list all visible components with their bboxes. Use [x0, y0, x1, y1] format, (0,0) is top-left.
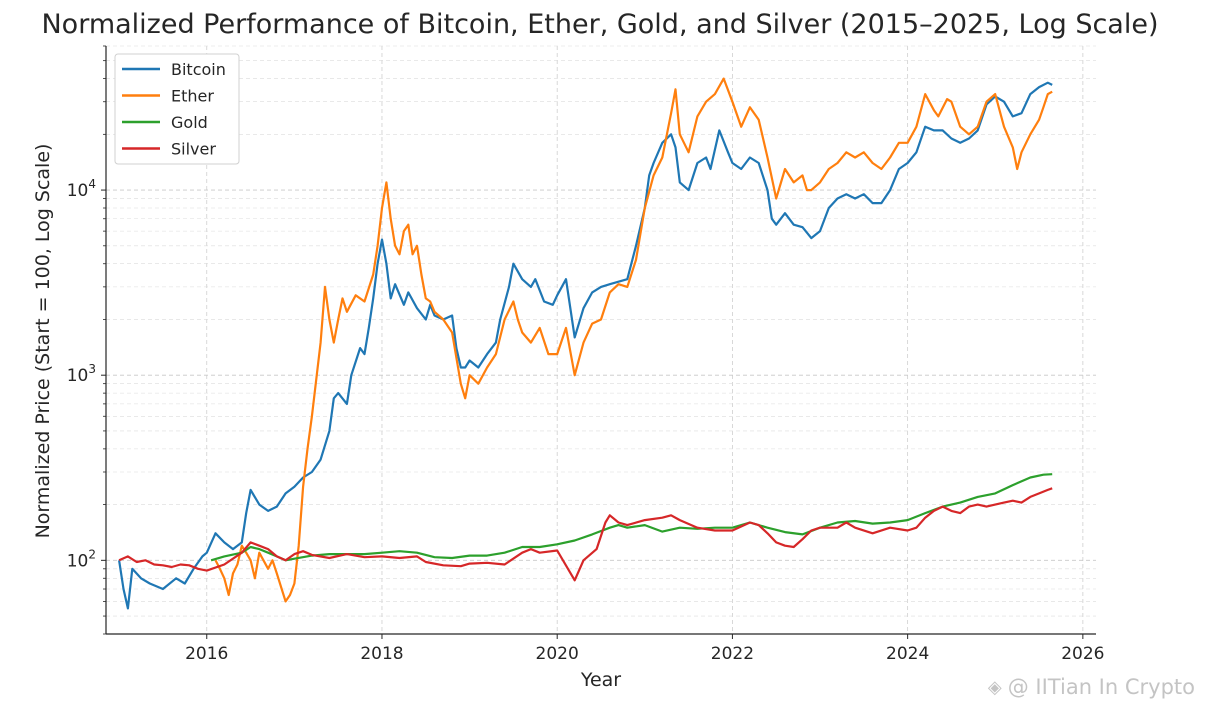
x-tick-label: 2026 [1061, 644, 1104, 664]
legend-label-bitcoin: Bitcoin [171, 60, 226, 79]
x-tick-label: 2022 [711, 644, 754, 664]
y-tick-label: 104 [67, 177, 96, 201]
x-tick-label: 2024 [886, 644, 929, 664]
y-tick-label: 103 [67, 362, 96, 386]
grid [106, 45, 1096, 635]
ticks: 2016 2018 2020 2022 2024 2026 102 103 104 [67, 45, 1104, 664]
watermark: ◈ @ IITian In Crypto [988, 675, 1195, 699]
x-tick-label: 2018 [360, 644, 403, 664]
legend-label-silver: Silver [171, 140, 216, 159]
legend: Bitcoin Ether Gold Silver [114, 53, 240, 165]
x-tick-label: 2016 [185, 644, 228, 664]
chart-title: Normalized Performance of Bitcoin, Ether… [41, 9, 1158, 40]
x-axis-label: Year [580, 669, 621, 691]
binance-logo-icon: ◈ [987, 676, 1002, 698]
series-line-gold [210, 473, 1053, 562]
y-tick-label: 102 [67, 547, 96, 571]
legend-label-gold: Gold [171, 113, 208, 132]
x-tick-label: 2020 [536, 644, 579, 664]
legend-label-ether: Ether [171, 87, 214, 106]
series-line-silver [118, 487, 1053, 582]
legend-box [114, 53, 240, 165]
series-line-ether [214, 77, 1053, 603]
watermark-text: @ IITian In Crypto [1007, 675, 1195, 699]
series-line-bitcoin [118, 81, 1053, 610]
axes [105, 46, 1096, 635]
series-layer [118, 77, 1053, 610]
y-axis-label: Normalized Price (Start = 100, Log Scale… [32, 144, 54, 539]
